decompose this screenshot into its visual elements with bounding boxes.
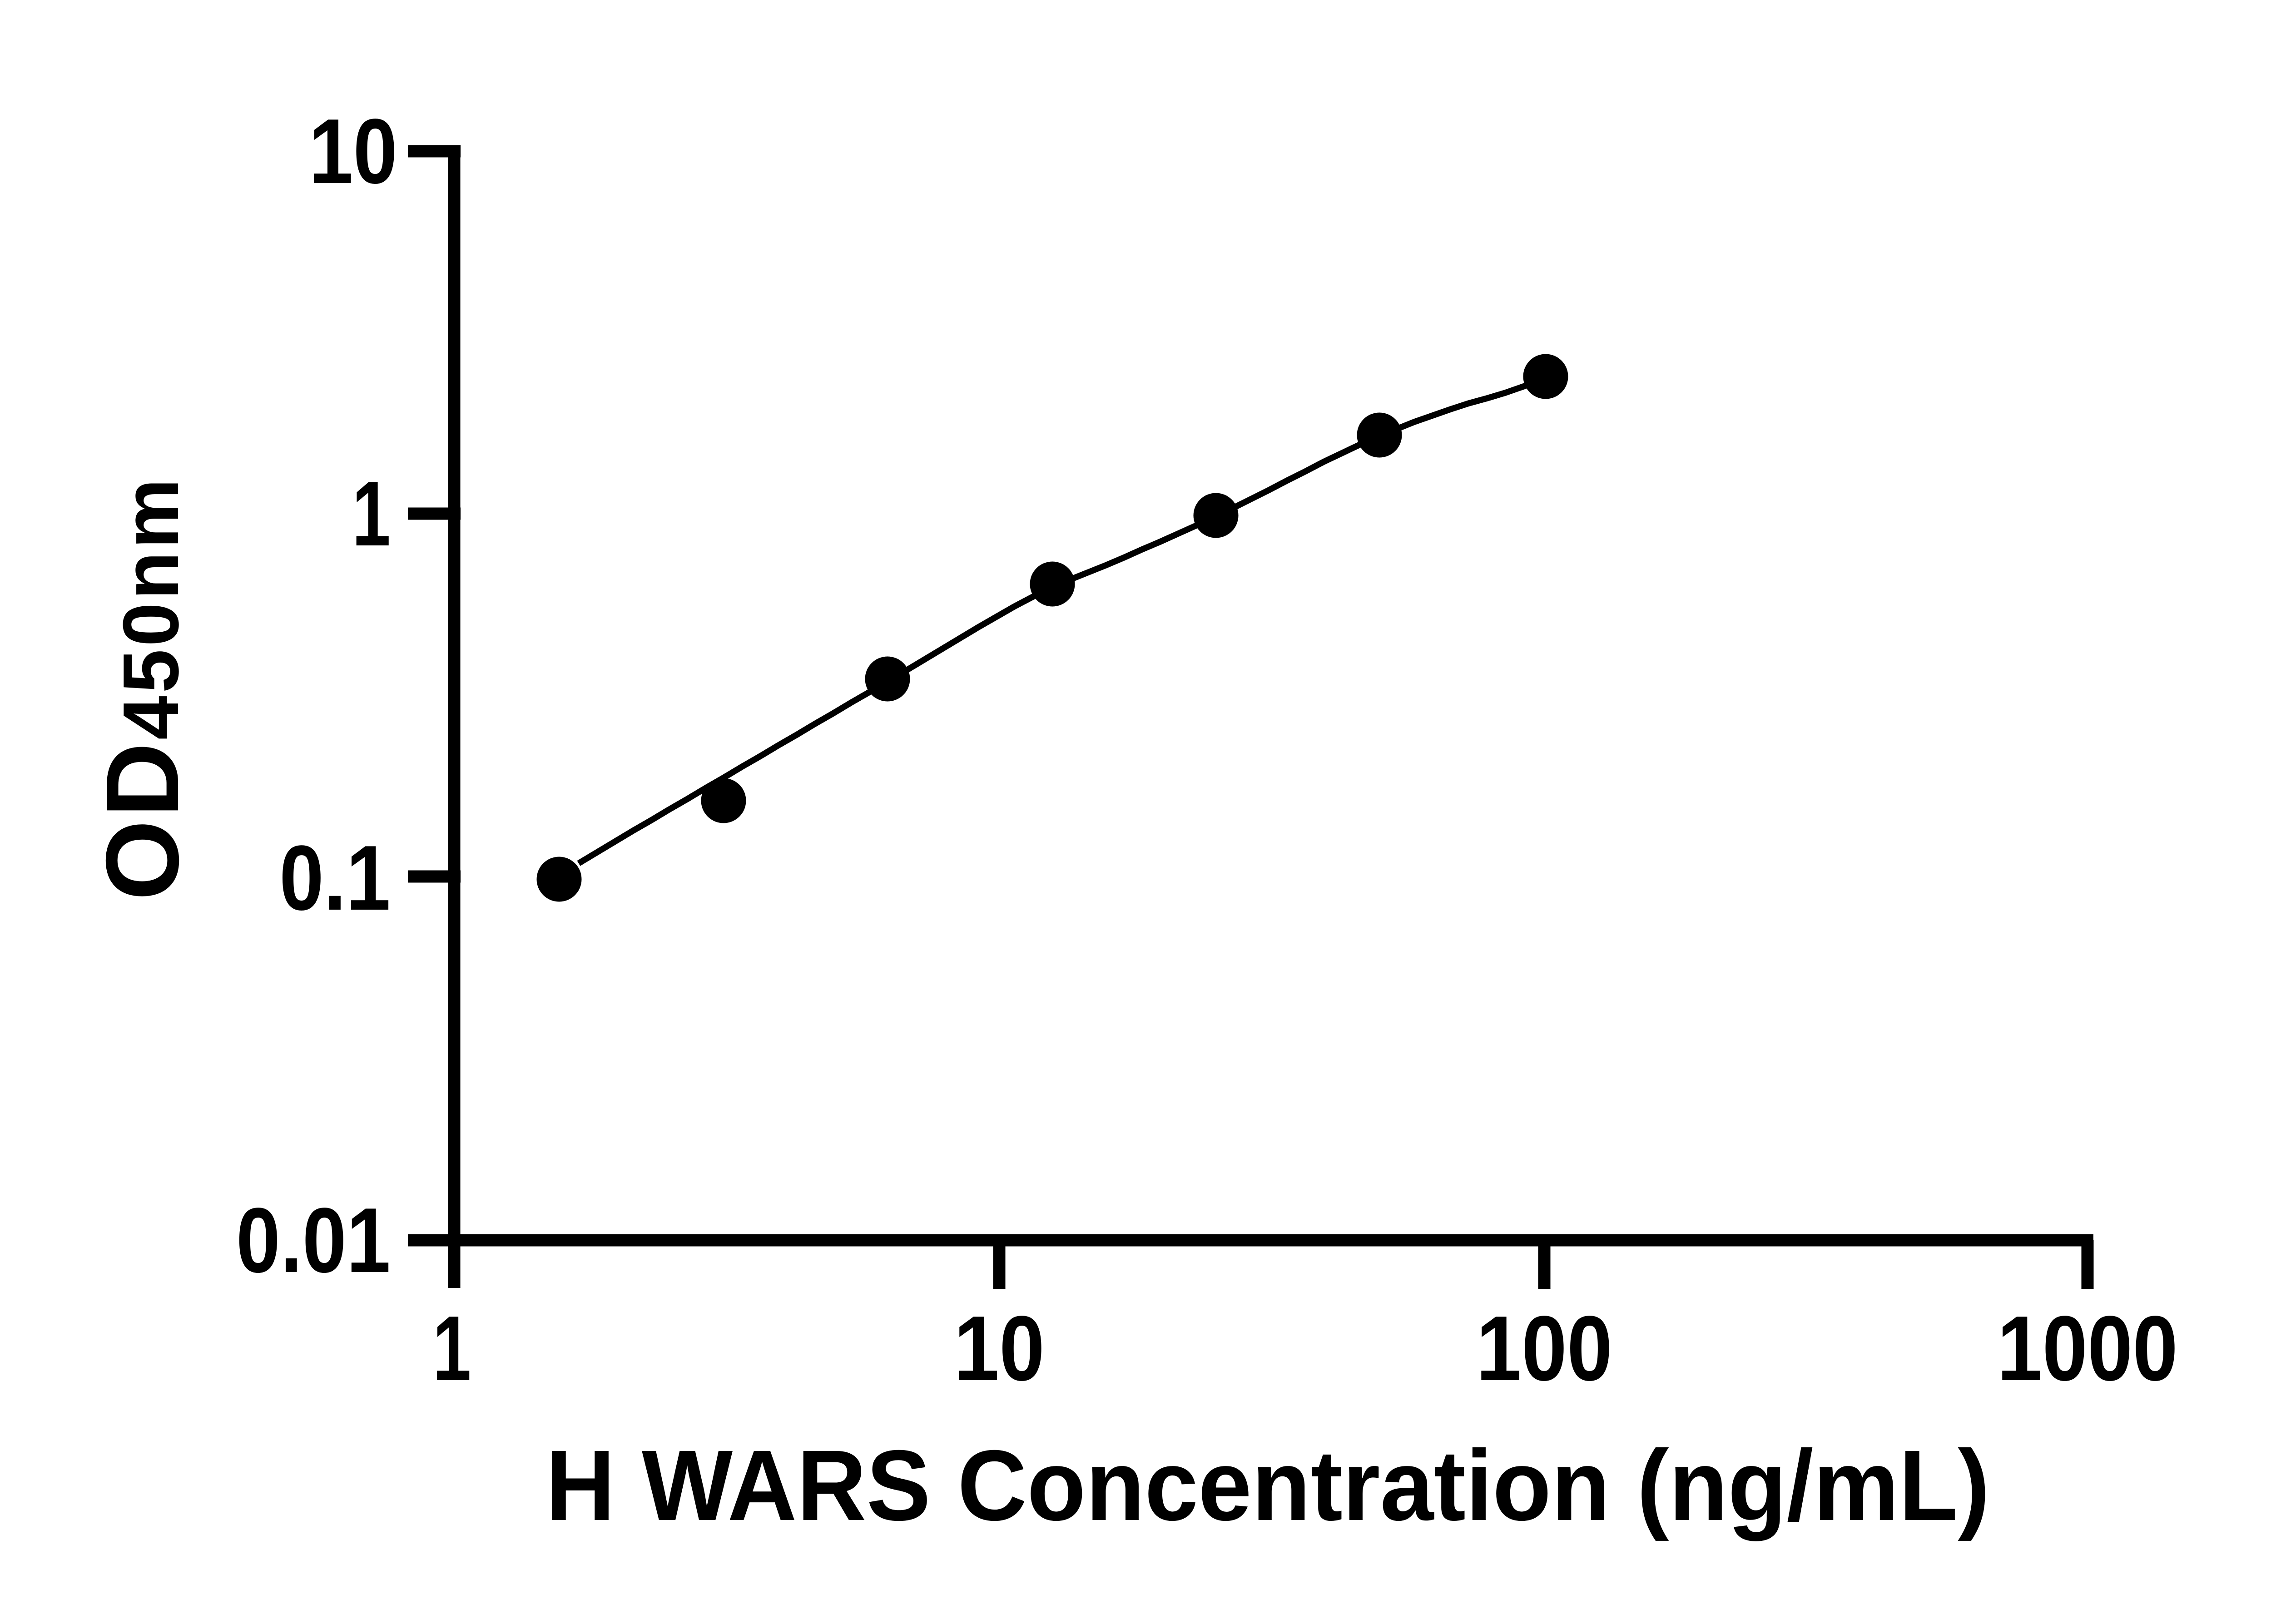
svg-text:100: 100 bbox=[1476, 1297, 1612, 1400]
svg-text:H WARS Concentration (ng/mL): H WARS Concentration (ng/mL) bbox=[545, 1429, 1990, 1541]
svg-text:0.01: 0.01 bbox=[236, 1189, 391, 1292]
svg-text:10: 10 bbox=[954, 1297, 1045, 1400]
svg-text:1000: 1000 bbox=[1997, 1297, 2178, 1400]
svg-text:1: 1 bbox=[352, 462, 391, 565]
svg-text:1: 1 bbox=[433, 1297, 471, 1400]
svg-text:10: 10 bbox=[309, 100, 397, 203]
svg-text:0.1: 0.1 bbox=[279, 827, 391, 930]
